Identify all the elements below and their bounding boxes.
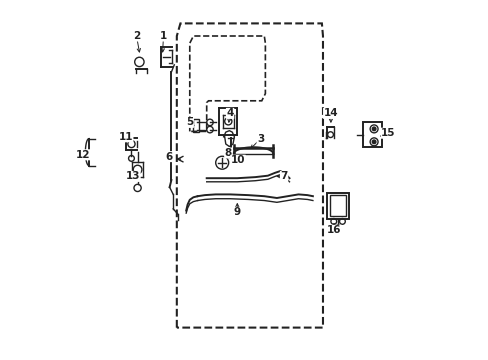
Bar: [329, 195, 346, 216]
Text: 9: 9: [233, 207, 241, 217]
Text: 11: 11: [118, 132, 133, 142]
Text: 13: 13: [125, 171, 140, 181]
Text: 15: 15: [381, 128, 395, 138]
Circle shape: [371, 127, 375, 131]
Text: 5: 5: [186, 117, 193, 127]
Text: 6: 6: [165, 152, 172, 162]
Text: 3: 3: [257, 134, 264, 144]
Bar: [363, 122, 381, 147]
Text: 16: 16: [326, 225, 341, 235]
Bar: [192, 119, 199, 132]
Circle shape: [371, 140, 375, 144]
Text: 8: 8: [224, 148, 231, 158]
Text: 14: 14: [323, 108, 338, 118]
Text: 1: 1: [160, 31, 167, 41]
Bar: [326, 193, 348, 219]
Text: 2: 2: [133, 31, 140, 41]
Text: 12: 12: [76, 150, 90, 160]
Text: 10: 10: [230, 155, 245, 165]
Text: 4: 4: [226, 108, 233, 118]
Text: 7: 7: [280, 171, 287, 181]
